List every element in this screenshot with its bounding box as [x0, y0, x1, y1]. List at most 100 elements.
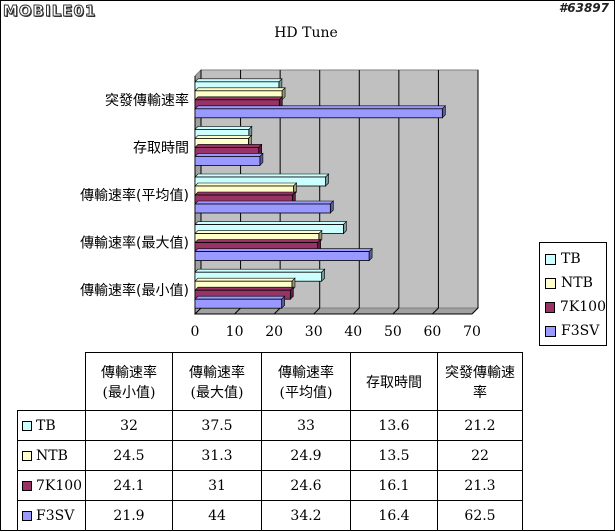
gridline-floor: [352, 307, 360, 315]
chart-legend: TB NTB 7K100 F3SV: [539, 242, 607, 346]
gridline-floor: [273, 307, 281, 315]
bar: [194, 298, 283, 309]
bar-top-face: [194, 153, 264, 157]
table-cell: 32: [85, 410, 173, 441]
bar-top-face: [194, 173, 330, 178]
table-header: 傳輸速率 (最小值): [85, 352, 173, 411]
bar: [194, 203, 331, 214]
table-cell: 33: [261, 410, 351, 441]
table-legend-swatch: [22, 420, 32, 431]
x-tick-label: 30: [305, 324, 323, 340]
table-cell: 21.9: [85, 500, 173, 531]
table-row-label: F3SV: [17, 500, 86, 531]
y-category-label: 傳輸速率(最大值): [80, 235, 189, 252]
legend-item: F3SV: [540, 319, 606, 343]
legend-swatch: [545, 277, 556, 289]
y-category-label: 傳輸速率(最小值): [80, 282, 189, 299]
bar-top-face: [194, 268, 326, 273]
table-cell: 24.6: [261, 470, 351, 501]
legend-item: TB: [540, 247, 606, 271]
bar-top-face: [194, 200, 335, 205]
table-row: F3SV 21.9 44 34.2 16.4 62.5: [17, 500, 523, 531]
bar-top-face: [194, 286, 295, 291]
gridline-floor: [432, 307, 439, 315]
x-tick-label: 40: [344, 324, 362, 340]
table-header: 存取時間: [350, 352, 438, 411]
table-cell: 24.9: [261, 440, 351, 471]
bar-top-face: [194, 126, 253, 130]
table-corner: [17, 352, 86, 411]
table-cell: 24.1: [85, 470, 173, 501]
table-legend-swatch: [22, 450, 32, 461]
table-cell: 24.5: [85, 440, 173, 471]
table-cell: 21.3: [437, 470, 523, 501]
gridline-floor: [392, 307, 400, 315]
gridline-floor: [234, 307, 241, 315]
x-tick-label: 10: [226, 324, 244, 340]
x-tick-label: 50: [384, 324, 402, 340]
table-row-label: NTB: [17, 440, 86, 471]
table-cell: 31: [172, 470, 262, 501]
table-header: 突發傳輸速率: [437, 352, 523, 411]
table-cell: 44: [172, 500, 262, 531]
chart-title: HD Tune: [274, 25, 338, 41]
data-table: 傳輸速率 (最小值) 傳輸速率 (最大值) 傳輸速率 (平均值) 存取時間 突發傳輸速率 TB 3…: [17, 352, 523, 531]
legend-swatch: [545, 301, 555, 313]
legend-swatch: [545, 325, 556, 337]
table-header: 傳輸速率 (最大值): [172, 352, 262, 411]
table-cell: 62.5: [437, 500, 523, 531]
table-row: NTB 24.5 31.3 24.9 13.5 22: [17, 440, 523, 471]
table-row: 7K100 24.1 31 24.6 16.1 21.3: [17, 470, 523, 501]
post-id-watermark: #63897: [558, 1, 609, 15]
bar-top-face: [194, 248, 373, 252]
legend-item: NTB: [540, 271, 606, 295]
x-tick-label: 0: [191, 324, 200, 340]
bar-top-face: [194, 230, 323, 234]
y-category-label: 傳輸速率(平均值): [80, 187, 189, 204]
bar-top-face: [194, 105, 447, 110]
bar-top-face: [194, 277, 296, 282]
bar-top-face: [194, 182, 298, 187]
legend-label: 7K100: [559, 299, 606, 315]
table-cell: 16.1: [350, 470, 438, 501]
table-cell: 13.6: [350, 410, 438, 441]
table-cell: 34.2: [261, 500, 351, 531]
mobile01-logo: MOBILE01: [2, 2, 97, 21]
bar-top-face: [194, 295, 286, 300]
bar-top-face: [194, 144, 263, 148]
gridline-floor: [194, 307, 202, 315]
table-row-label: TB: [17, 410, 86, 441]
bar-top-face: [194, 239, 322, 243]
x-tick-label: 70: [463, 324, 481, 340]
table-row-label: 7K100: [17, 470, 86, 501]
legend-label: TB: [561, 251, 581, 267]
legend-item: 7K100: [540, 295, 606, 319]
x-tick-label: 60: [424, 324, 442, 340]
bar: [194, 251, 370, 262]
bar-top-face: [194, 87, 286, 92]
bar-top-face: [194, 78, 283, 83]
table-cell: 16.4: [350, 500, 438, 531]
bar-top-face: [194, 135, 253, 139]
table-legend-swatch: [22, 510, 32, 521]
table-cell: 22: [437, 440, 523, 471]
table-cell: 37.5: [172, 410, 262, 441]
y-category-label: 存取時間: [133, 140, 189, 156]
legend-label: NTB: [561, 275, 593, 291]
table-legend-swatch: [22, 480, 32, 491]
table-row: TB 32 37.5 33 13.6 21.2: [17, 410, 523, 441]
bar: [194, 108, 443, 119]
legend-label: F3SV: [561, 323, 600, 339]
bar-top-face: [194, 191, 297, 196]
x-tick-label: 20: [265, 324, 283, 340]
bar-top-face: [194, 96, 284, 101]
table-cell: 13.5: [350, 440, 438, 471]
gridline-floor: [471, 307, 479, 315]
table-cell: 21.2: [437, 410, 523, 441]
legend-swatch: [545, 253, 556, 265]
y-category-label: 突發傳輸速率: [105, 92, 189, 109]
bar-top-face: [194, 221, 348, 225]
gridline-floor: [313, 307, 321, 315]
table-cell: 31.3: [172, 440, 262, 471]
